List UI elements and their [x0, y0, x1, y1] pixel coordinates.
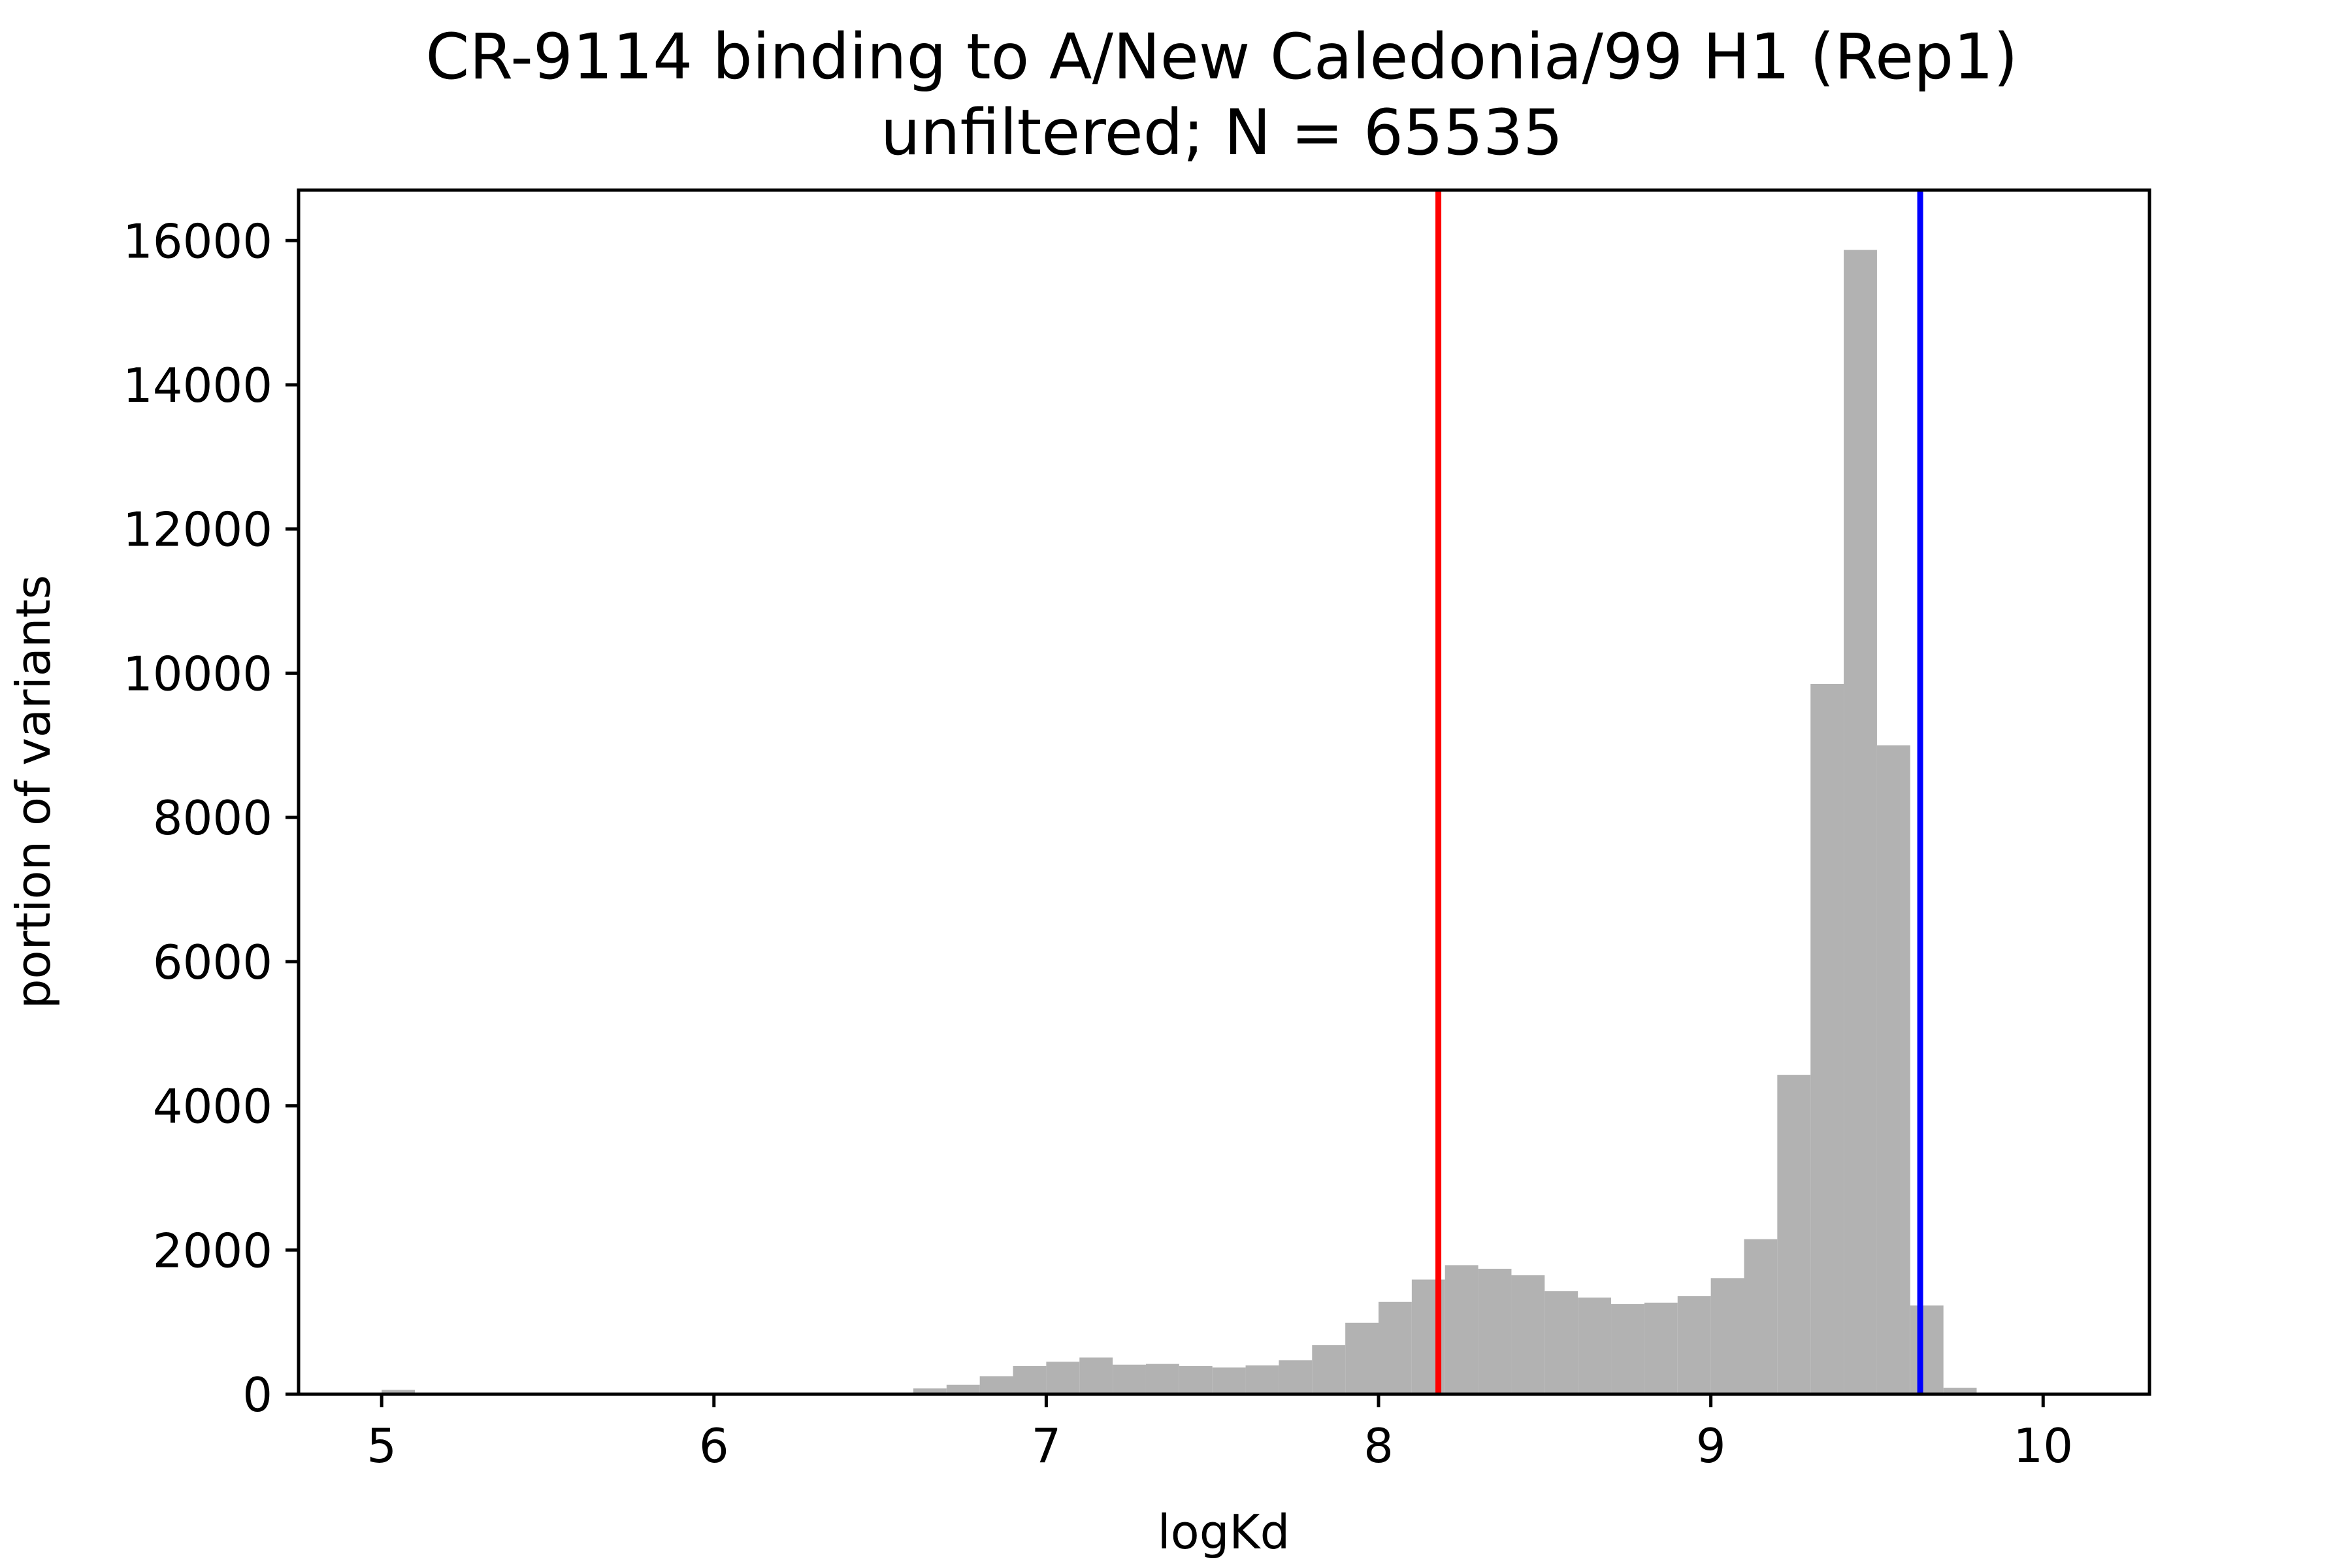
histogram-bar — [1046, 1362, 1080, 1394]
chart-title-line-2: unfiltered; N = 65535 — [881, 96, 1563, 169]
y-axis-ticks: 0 2000 4000 6000 8000 10000 12000 14000 16000 — [123, 214, 299, 1422]
histogram-bar — [1511, 1275, 1545, 1394]
x-tick-label: 9 — [1696, 1418, 1726, 1473]
y-axis-label: portion of variants — [6, 575, 61, 1009]
histogram-bar — [1179, 1365, 1213, 1394]
histogram-bar — [1810, 683, 1844, 1394]
x-tick-label: 10 — [2013, 1418, 2073, 1473]
histogram-bar — [979, 1376, 1013, 1394]
histogram-bar — [1611, 1304, 1644, 1394]
histogram-bar — [1145, 1364, 1179, 1394]
chart-title-line-1: CR-9114 binding to A/New Caledonia/99 H1… — [425, 20, 2017, 93]
histogram-bar — [1644, 1302, 1678, 1394]
y-tick-label: 16000 — [123, 214, 272, 269]
histogram-bar — [1245, 1365, 1279, 1394]
histogram-bar — [1910, 1305, 1944, 1394]
histogram-bar — [1544, 1291, 1578, 1394]
histogram-bar — [1677, 1296, 1711, 1394]
x-tick-label: 5 — [367, 1418, 397, 1473]
y-tick-label: 6000 — [153, 935, 272, 990]
y-tick-label: 8000 — [153, 791, 272, 845]
y-tick-label: 0 — [242, 1367, 272, 1422]
reference-lines — [1435, 190, 1923, 1394]
histogram-bar — [1312, 1345, 1346, 1394]
histogram-bar — [1113, 1364, 1146, 1394]
histogram-bar — [1710, 1278, 1744, 1394]
histogram-bar — [1478, 1268, 1512, 1394]
histogram-bars — [382, 250, 1977, 1395]
x-tick-label: 7 — [1031, 1418, 1061, 1473]
histogram-bar — [1844, 250, 1877, 1395]
histogram-bar — [1212, 1367, 1246, 1394]
histogram-bar — [1445, 1265, 1478, 1394]
x-tick-label: 8 — [1364, 1418, 1394, 1473]
x-tick-label: 6 — [699, 1418, 729, 1473]
x-axis-ticks: 5 6 7 8 9 10 — [367, 1394, 2073, 1473]
y-tick-label: 2000 — [153, 1223, 272, 1278]
plot-area-frame — [297, 188, 2151, 1396]
histogram-bar — [1876, 745, 1910, 1394]
histogram-bar — [1013, 1365, 1047, 1394]
histogram-bar — [1578, 1298, 1612, 1394]
y-tick-label: 10000 — [123, 646, 272, 701]
histogram-bar — [382, 1390, 416, 1394]
y-tick-label: 12000 — [123, 502, 272, 557]
histogram-bar — [1777, 1075, 1811, 1394]
histogram-bar — [1744, 1239, 1778, 1394]
y-tick-label: 14000 — [123, 358, 272, 413]
histogram-bar — [946, 1384, 980, 1394]
y-tick-label: 4000 — [153, 1079, 272, 1134]
histogram-bar — [1379, 1301, 1412, 1394]
histogram-bar — [1345, 1322, 1379, 1394]
histogram-bar — [913, 1388, 947, 1394]
x-axis-label: logKd — [1158, 1505, 1290, 1560]
histogram-bar — [1079, 1357, 1113, 1394]
histogram-bar — [1943, 1388, 1977, 1394]
histogram-bar — [1279, 1360, 1313, 1394]
